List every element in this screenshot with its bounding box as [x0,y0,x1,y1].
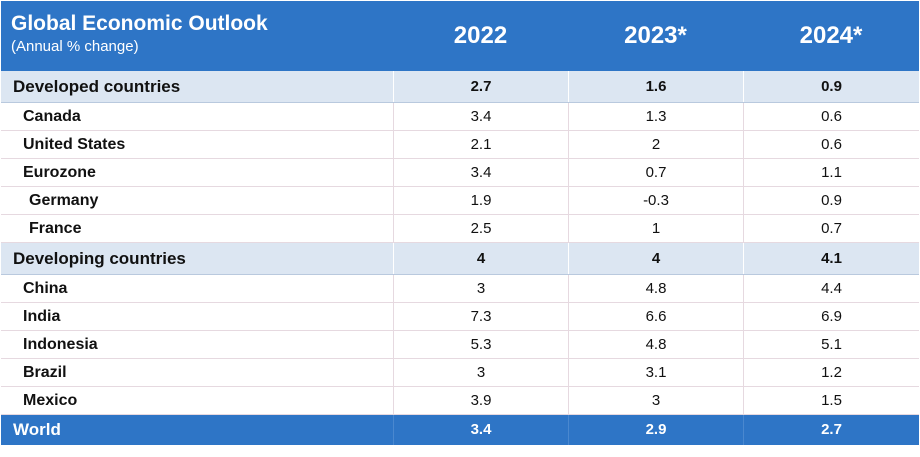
value-cell: 1.9 [393,187,568,214]
value-cell: 0.9 [743,71,919,102]
value-cell: 3.4 [393,159,568,186]
value-cell: 0.7 [743,215,919,242]
table-row: China 3 4.8 4.4 [1,275,919,303]
value-cell: 7.3 [393,303,568,330]
value-cell: 1.3 [568,103,743,130]
value-cell: 0.7 [568,159,743,186]
table-row: India 7.3 6.6 6.9 [1,303,919,331]
column-header-2024: 2024* [799,22,863,49]
table-row: Germany 1.9 -0.3 0.9 [1,187,919,215]
value-cell: 1.2 [743,359,919,386]
country-label: Canada [23,108,81,125]
table-row: Indonesia 5.3 4.8 5.1 [1,331,919,359]
value-cell: 1.5 [743,387,919,414]
country-label: Indonesia [23,336,98,353]
table-row: France 2.5 1 0.7 [1,215,919,243]
value-cell: 2 [568,131,743,158]
country-label: Brazil [23,364,67,381]
country-label: United States [23,136,126,153]
value-cell: 4 [393,243,568,274]
table-header: Global Economic Outlook (Annual % change… [1,1,919,71]
table-row: United States 2.1 2 0.6 [1,131,919,159]
country-label: Germany [29,192,99,209]
world-label: World [13,420,61,439]
country-label: India [23,308,61,325]
value-cell: 1 [568,215,743,242]
value-cell: 3.1 [568,359,743,386]
value-cell: 4.8 [568,275,743,302]
value-cell: 3.4 [393,415,568,445]
value-cell: 2.9 [568,415,743,445]
value-cell: 2.7 [743,415,919,445]
value-cell: 2.1 [393,131,568,158]
group-label: Developing countries [13,249,186,268]
value-cell: 4.8 [568,331,743,358]
value-cell: 6.6 [568,303,743,330]
value-cell: -0.3 [568,187,743,214]
table-row: Eurozone 3.4 0.7 1.1 [1,159,919,187]
table-title: Global Economic Outlook [11,12,268,35]
value-cell: 2.5 [393,215,568,242]
table-subtitle: (Annual % change) [11,38,139,55]
value-cell: 2.7 [393,71,568,102]
group-label: Developed countries [13,77,181,96]
table-row: Canada 3.4 1.3 0.6 [1,103,919,131]
country-label: France [29,220,82,237]
table-row: Brazil 3 3.1 1.2 [1,359,919,387]
column-header-2022: 2022 [453,22,508,49]
value-cell: 5.1 [743,331,919,358]
value-cell: 0.6 [743,131,919,158]
value-cell: 0.9 [743,187,919,214]
value-cell: 4.4 [743,275,919,302]
column-header-2023: 2023* [624,22,687,49]
value-cell: 4 [568,243,743,274]
world-total-row: World 3.4 2.9 2.7 [1,415,919,445]
value-cell: 3 [393,359,568,386]
value-cell: 3.4 [393,103,568,130]
value-cell: 1.6 [568,71,743,102]
value-cell: 5.3 [393,331,568,358]
value-cell: 4.1 [743,243,919,274]
value-cell: 3.9 [393,387,568,414]
value-cell: 0.6 [743,103,919,130]
country-label: China [23,280,68,297]
country-label: Mexico [23,392,78,409]
country-label: Eurozone [23,164,96,181]
value-cell: 1.1 [743,159,919,186]
value-cell: 3 [568,387,743,414]
group-row-developed: Developed countries 2.7 1.6 0.9 [1,71,919,103]
table-row: Mexico 3.9 3 1.5 [1,387,919,415]
header-title-cell: Global Economic Outlook (Annual % change… [1,1,393,71]
value-cell: 6.9 [743,303,919,330]
group-row-developing: Developing countries 4 4 4.1 [1,243,919,275]
value-cell: 3 [393,275,568,302]
